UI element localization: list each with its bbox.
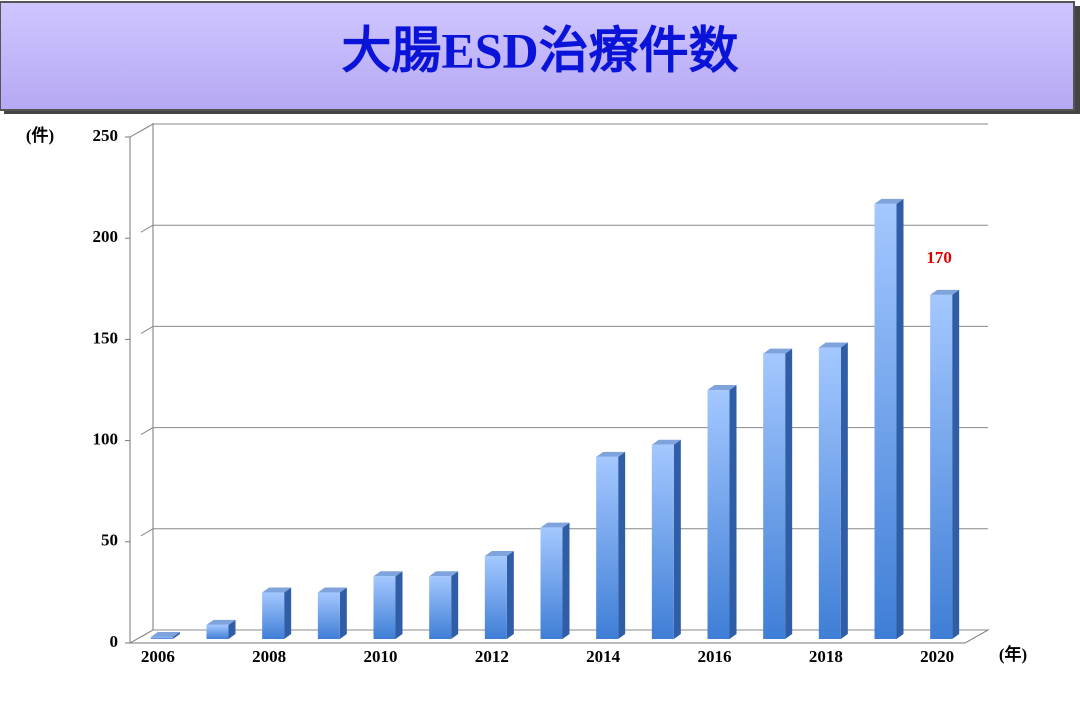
bar-front [651,444,674,639]
bar-front [484,556,507,639]
value-label: 170 [926,248,952,267]
bar [206,619,236,639]
y-tick-label: 100 [93,430,119,449]
chart-title: 大腸ESD治療件数 [341,22,738,78]
grid-line [140,224,154,233]
bar [930,289,960,639]
bar-top [150,631,180,637]
bar-top [874,198,904,204]
x-axis-label: (年) [999,644,1027,664]
bar-front [317,592,340,639]
bar-side [896,198,904,639]
bar-side [840,342,848,639]
bar-side [952,289,960,639]
bar-top [596,451,626,457]
x-tick-label: 2014 [586,647,621,666]
bar-front [429,576,452,639]
bar [317,587,347,639]
y-tick-label: 250 [93,126,119,145]
bar [707,385,737,639]
y-tick-label: 50 [101,531,118,550]
bar [484,551,514,639]
bar-side [785,348,793,639]
grid-line [140,528,154,537]
bar-front [262,592,285,639]
bar-side [172,631,180,639]
bar-side [339,587,347,639]
bar-top [651,439,681,445]
bar-front [930,294,953,639]
x-tick-label: 2018 [809,647,843,666]
x-tick-label: 2016 [698,647,732,666]
bar-top [262,587,292,593]
grid-line [140,629,154,638]
bar-top [930,289,960,295]
x-tick-label: 2012 [475,647,509,666]
bar-side [673,439,681,639]
bar-side [506,551,514,639]
bar-top [540,522,570,528]
bar-front [540,527,563,639]
bar-side [729,385,737,639]
bar-front [373,576,396,639]
bar-side [451,571,459,639]
y-tick-label: 0 [110,632,119,651]
bar [651,439,681,639]
bar-side [228,619,236,639]
bar [262,587,292,639]
bar-side [618,451,626,639]
bar [150,631,180,639]
bar [429,571,459,639]
bar [540,522,570,639]
y-axis-label: (件) [26,125,54,145]
bar-top [317,587,347,593]
y-tick-label: 150 [93,328,119,347]
bar-side [395,571,403,639]
y-tick-label: 200 [93,227,119,246]
bar [874,198,904,639]
bar [763,348,793,639]
x-tick-label: 2006 [141,647,175,666]
grid-line [140,427,154,436]
bar-top [763,348,793,354]
bar-side [284,587,292,639]
bar-top [484,551,514,557]
grid-line [140,123,154,132]
bar-front [874,203,897,639]
title-banner [0,1,1075,111]
bar-top [707,385,737,391]
bar [818,342,848,639]
bar-front [763,353,786,639]
bar-front [206,624,229,639]
bar [596,451,626,639]
bar-front [707,390,730,639]
bar-front [596,456,619,639]
bar-top [818,342,848,348]
bar-top [429,571,459,577]
bar [373,571,403,639]
bar-top [373,571,403,577]
bar-front [818,347,841,639]
x-tick-label: 2020 [920,647,954,666]
grid-line [140,325,154,334]
bar-front [150,636,173,639]
x-tick-label: 2008 [252,647,286,666]
x-tick-label: 2010 [364,647,398,666]
bar-side [562,522,570,639]
bar-top [206,619,236,625]
